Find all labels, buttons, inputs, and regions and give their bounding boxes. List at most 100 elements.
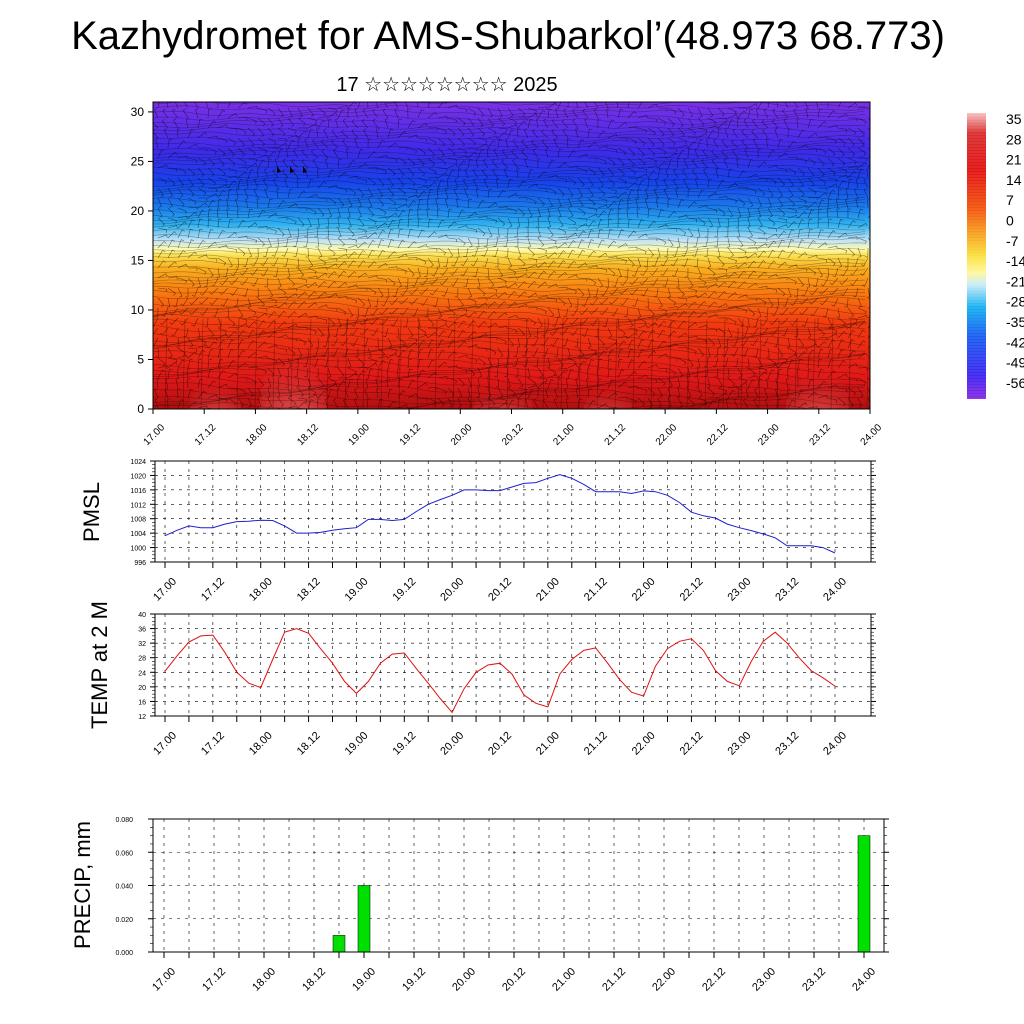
warm-surface-cells [153, 102, 870, 409]
x-tick-label: 18.12 [295, 576, 323, 604]
precip-chart: 0.080 0.060 0.040 0.020 0.000 17.00 17.12 18.00… [70, 817, 889, 994]
y-tick-label: 1012 [130, 502, 146, 509]
pmsl-chart: 1024 1020 1016 1012 1008 1004 1000 996 17.00 17.1… [79, 459, 876, 604]
x-tick-label: 22.00 [650, 966, 678, 994]
x-tick-label: 22.00 [630, 576, 658, 604]
colorbar-label: 0 [1006, 213, 1014, 229]
x-tick-label: 20.12 [500, 422, 526, 448]
colorbar-scale [967, 113, 986, 399]
x-tick-label: 18.00 [247, 576, 275, 604]
y-tick-label: 12 [138, 714, 146, 721]
precip-bar [357, 885, 371, 953]
wind-pennant [277, 166, 281, 173]
y-tick-label: 28 [138, 656, 146, 663]
precip-bars [332, 835, 871, 953]
colorbar-label: 21 [1006, 152, 1022, 168]
x-tick-label: 19.00 [350, 966, 378, 994]
x-tick-label: 17.00 [151, 576, 179, 604]
x-tick-label: 21.12 [603, 422, 629, 448]
colorbar: 35 28 21 14 7 0 -7 -14 -21 -28 -35 -42 -49 -56 [967, 111, 1024, 399]
x-tick-label: 20.12 [500, 966, 528, 994]
y-tick-label: 1016 [130, 488, 146, 495]
temp-series-line [164, 628, 836, 714]
x-tick-label: 23.12 [773, 576, 801, 604]
x-tick-label: 21.12 [582, 730, 610, 758]
x-tick-label: 22.12 [678, 730, 706, 758]
colorbar-label: 14 [1006, 172, 1022, 188]
x-tick-label: 23.00 [750, 966, 778, 994]
y-tick-label: 32 [138, 641, 146, 648]
x-tick-label: 17.12 [199, 730, 227, 758]
y-tick-label: 1004 [130, 531, 146, 538]
x-tick-label: 22.12 [705, 422, 731, 448]
y-tick-label: 0.000 [115, 950, 133, 957]
x-tick-label: 21.00 [551, 422, 577, 448]
x-tick-label: 22.00 [654, 422, 680, 448]
y-tick-label: 15 [131, 253, 145, 267]
x-tick-label: 20.12 [486, 576, 514, 604]
y-tick-label: 24 [138, 670, 146, 677]
x-tick-label: 22.00 [630, 730, 658, 758]
x-tick-label: 21.00 [534, 576, 562, 604]
x-tick-label: 24.00 [821, 576, 849, 604]
temp-axis-title: TEMP at 2 M [87, 601, 112, 729]
wind-pennant [290, 166, 294, 173]
colorbar-label: -21 [1006, 273, 1024, 289]
x-tick-label: 18.00 [250, 966, 278, 994]
temp-axes: 40 36 32 28 24 20 16 12 17.00 17.12 18.00 18.12 19.0… [138, 612, 876, 758]
colorbar-label: 28 [1006, 131, 1022, 147]
x-tick-label: 24.00 [850, 966, 878, 994]
x-tick-label: 17.00 [142, 422, 168, 448]
x-tick-label: 22.12 [678, 576, 706, 604]
colorbar-label: -42 [1006, 334, 1024, 350]
x-tick-label: 23.12 [800, 966, 828, 994]
colorbar-labels: 35 28 21 14 7 0 -7 -14 -21 -28 -35 -42 -49 -56 [1006, 111, 1024, 391]
y-tick-label: 36 [138, 627, 146, 634]
x-tick-label: 21.00 [550, 966, 578, 994]
y-tick-label: 20 [131, 204, 145, 218]
colorbar-label: 35 [1006, 111, 1022, 127]
precip-bar [857, 835, 871, 953]
x-tick-label: 17.12 [200, 966, 228, 994]
x-tick-label: 18.12 [295, 730, 323, 758]
x-tick-label: 19.00 [347, 422, 373, 448]
colorbar-label: 7 [1006, 192, 1014, 208]
temp-chart: 40 36 32 28 24 20 16 12 17.00 17.12 18.00 18.12 19.0… [87, 601, 876, 758]
wind-pennant [303, 166, 307, 173]
cross-section-plot: 0 5 10 15 20 25 30 17.00 17.12 18.00 18.12 19.00 19… [131, 101, 885, 448]
pmsl-grid [155, 460, 871, 563]
page-title: Kazhydromet for AMS-Shubarkol’(48.973 68… [71, 14, 945, 58]
x-tick-label: 19.12 [400, 966, 428, 994]
colorbar-label: -49 [1006, 355, 1024, 371]
x-tick-label: 20.00 [438, 730, 466, 758]
x-tick-label: 17.12 [193, 422, 219, 448]
x-tick-label: 18.12 [295, 422, 321, 448]
colorbar-label: -28 [1006, 294, 1024, 310]
x-tick-label: 23.00 [725, 576, 753, 604]
pmsl-frame [154, 460, 872, 563]
x-tick-label: 20.12 [486, 730, 514, 758]
x-tick-label: 20.00 [438, 576, 466, 604]
y-tick-label: 0.020 [115, 917, 133, 924]
x-tick-label: 19.12 [398, 422, 424, 448]
precip-axes: 0.080 0.060 0.040 0.020 0.000 17.00 17.12 18.00… [115, 817, 889, 994]
page-subtitle: 17 ☆☆☆☆☆☆☆☆ 2025 [336, 74, 558, 96]
y-tick-label: 0.060 [115, 850, 133, 857]
y-tick-label: 1020 [130, 473, 146, 480]
y-tick-label: 40 [138, 612, 146, 619]
x-tick-label: 17.12 [199, 576, 227, 604]
colorbar-label: -14 [1006, 253, 1024, 269]
x-tick-label: 21.12 [582, 576, 610, 604]
temp-frame [154, 613, 872, 717]
temp-grid [155, 613, 871, 717]
x-tick-label: 23.00 [725, 730, 753, 758]
x-tick-label: 20.00 [449, 422, 475, 448]
cross-section-y-axis: 0 5 10 15 20 25 30 [131, 105, 153, 416]
pmsl-axis-title: PMSL [79, 482, 104, 542]
pmsl-series-line [164, 474, 836, 554]
x-tick-label: 24.00 [859, 422, 885, 448]
x-tick-label: 21.12 [600, 966, 628, 994]
precip-axis-title: PRECIP, mm [70, 821, 95, 949]
x-tick-label: 19.00 [343, 730, 371, 758]
